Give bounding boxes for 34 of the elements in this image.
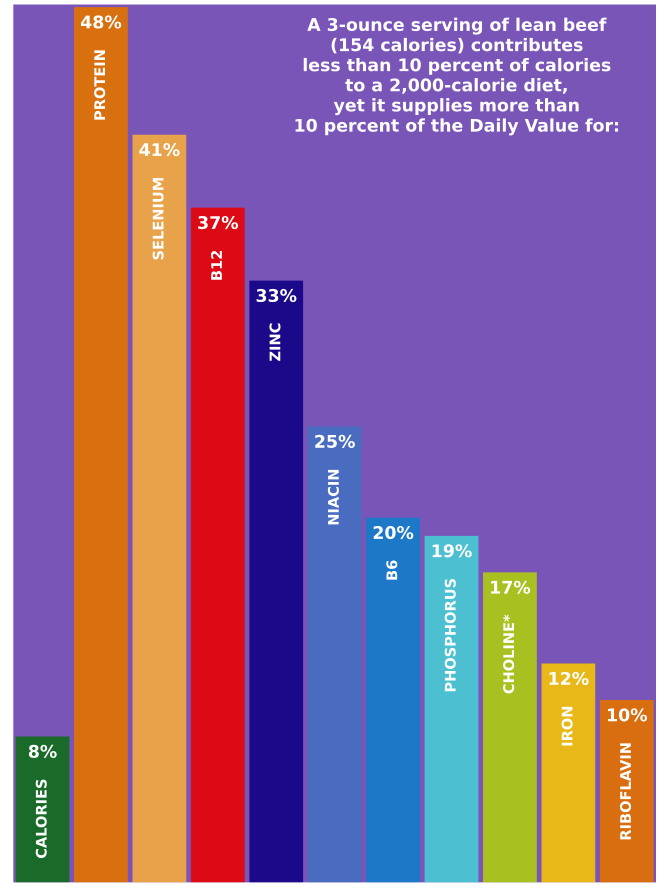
x-tick-label: B6 [386, 560, 398, 580]
data-label: 33% [256, 288, 296, 302]
data-label: 19% [432, 544, 472, 558]
bar [366, 518, 420, 882]
bar [424, 536, 478, 882]
x-tick-label: IRON [562, 706, 573, 746]
bar [541, 664, 596, 882]
bar [600, 700, 654, 882]
bar [74, 7, 128, 882]
data-label: 8% [28, 744, 57, 758]
data-label: 41% [139, 143, 180, 156]
x-tick-label: B12 [211, 250, 222, 280]
bar [190, 208, 245, 882]
x-tick-label: RIBOFLAVIN [620, 743, 632, 840]
x-tick-label: ZINC [269, 324, 280, 361]
data-label: 12% [550, 672, 589, 685]
text: A 3-ounce serving of lean beef (154 calories) contributes less than 10 percent of calories to a 2,000-calorie diet, yet it supplies more than 10 percent of the Daily Value for: [296, 18, 618, 136]
data-label: 48% [80, 15, 122, 29]
x-tick-label: CHOLINE* [503, 614, 514, 694]
bar [132, 134, 186, 882]
data-label: 25% [315, 434, 355, 448]
data-label: 20% [374, 526, 414, 540]
data-label: 37% [198, 216, 238, 230]
data-label: 10% [608, 708, 648, 722]
bar [308, 426, 362, 882]
bar [249, 280, 304, 882]
bar [483, 572, 537, 882]
x-tick-label: SELENIUM [152, 178, 164, 260]
bar [16, 736, 70, 882]
x-tick-label: PHOSPHORUS [444, 578, 456, 692]
x-tick-label: CALORIES [36, 780, 47, 858]
data-label: 17% [491, 580, 530, 594]
x-tick-label: PROTEIN [94, 50, 106, 120]
x-tick-label: NIACIN [328, 470, 339, 524]
